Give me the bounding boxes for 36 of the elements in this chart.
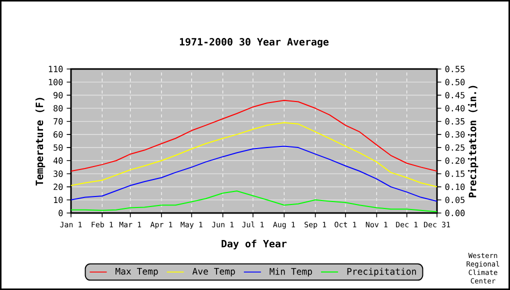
y2-tick-label: 0.05 — [445, 196, 464, 204]
y-tick-label: 10 — [54, 196, 63, 204]
y2-tick-label: 0.30 — [445, 131, 465, 138]
line-series — [71, 100, 438, 172]
y-tick-label: 90 — [54, 92, 63, 98]
y2-tick-label: 0.25 — [445, 144, 464, 151]
legend-label: Precipitation — [347, 268, 416, 277]
line-series — [71, 122, 438, 188]
chart-title: 1971-2000 30 Year Average — [180, 38, 329, 48]
y-tick-label: 30 — [54, 170, 63, 177]
y-tick-label: 100 — [48, 78, 63, 86]
y2-tick-label: 0.45 — [445, 92, 464, 98]
legend-label: Min Temp — [270, 268, 312, 277]
y-tick-label: 70 — [54, 118, 63, 125]
y-axis-title: Temperature (F) — [35, 98, 46, 186]
y-tick-label: 40 — [53, 157, 63, 164]
line-series — [71, 146, 438, 202]
y-tick-label: 20 — [54, 184, 63, 190]
y2-tick-label: 0.50 — [445, 78, 465, 86]
y2-tick-label: 0.20 — [445, 157, 465, 164]
legend-label: Max Temp — [116, 268, 158, 276]
y2-tick-label: 0.40 — [445, 105, 465, 112]
y-tick-label: 60 — [54, 131, 63, 138]
y-tick-label: 50 — [54, 144, 63, 151]
line-series — [71, 190, 438, 212]
y2-tick-label: 0.10 — [445, 184, 465, 190]
y-tick-label: 80 — [54, 105, 63, 112]
y2-tick-label: 0.00 — [445, 210, 465, 216]
x-axis-title: Day of Year — [222, 240, 287, 250]
legend-label: Ave Temp — [192, 268, 235, 276]
y2-tick-label: 0.55 — [445, 66, 464, 72]
y2-axis-title: Precipitation (in.) — [468, 86, 478, 198]
y-tick-label: 110 — [48, 66, 63, 72]
y-tick-label: 0 — [58, 210, 63, 216]
y2-tick-label: 0.35 — [445, 118, 464, 125]
y2-tick-label: 0.15 — [445, 170, 464, 177]
